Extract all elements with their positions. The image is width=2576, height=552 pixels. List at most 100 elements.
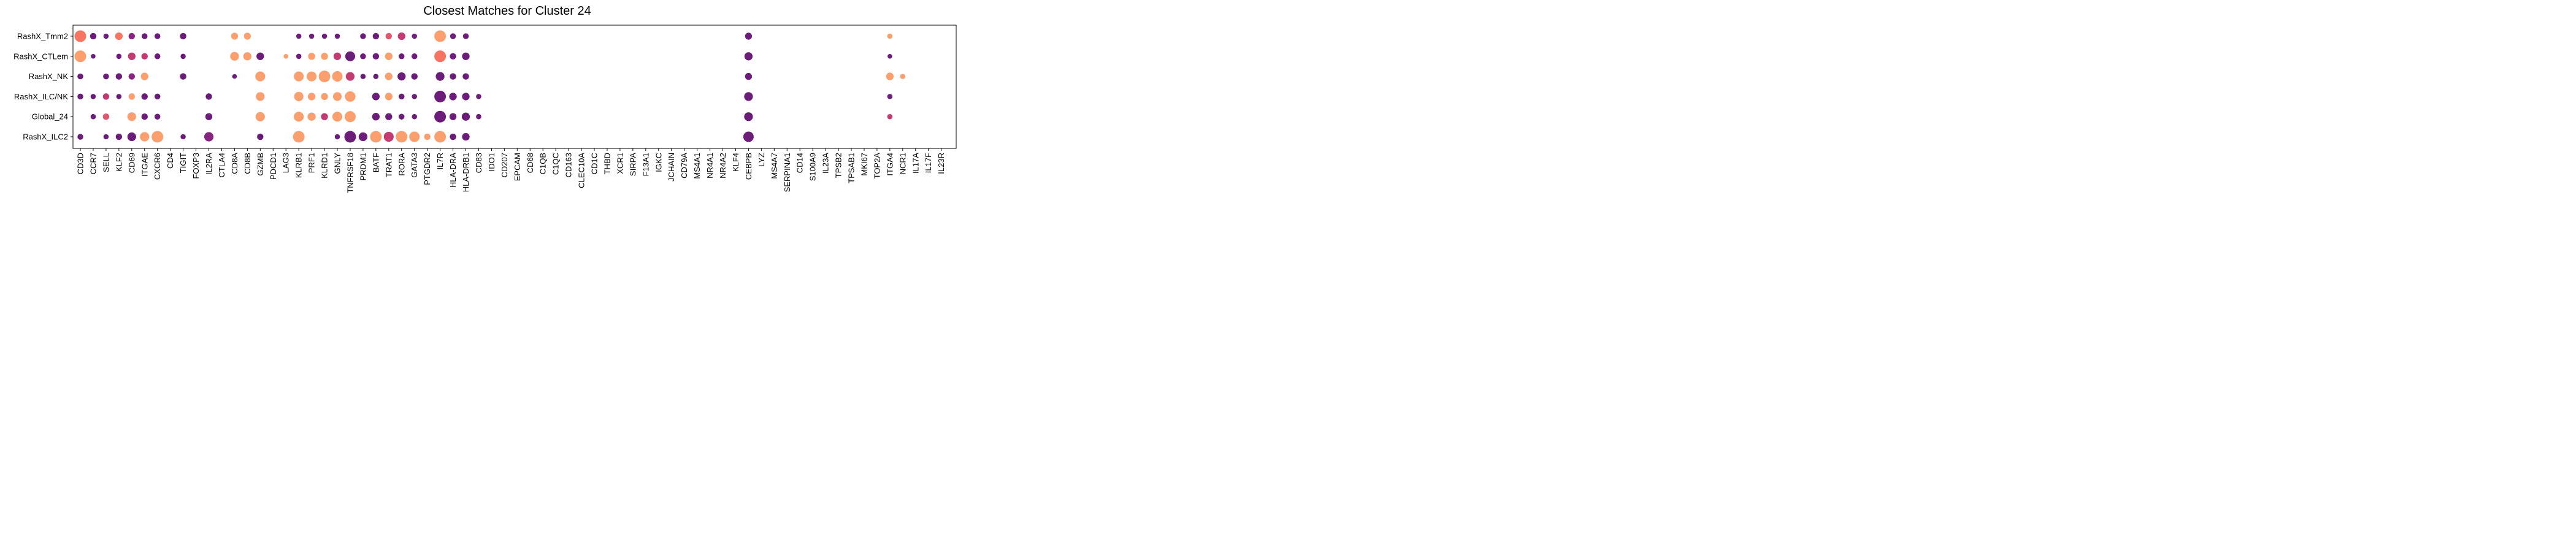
dot-global-24-batf [372,113,380,121]
chart-title: Closest Matches for Cluster 24 [423,4,591,18]
dot-rashx-nk-klrd1 [318,71,331,83]
dot-rashx-ilc-nk-batf [372,93,380,101]
column-label: CD69 [127,153,136,173]
column-label: CTLA4 [217,153,226,177]
dot-rashx-tmm2-cd8b [243,33,251,40]
column-label: C1QC [551,153,561,175]
dot-rashx-ctlem-cxcr6 [154,53,161,59]
dot-global-24-cd69 [127,112,136,121]
dot-rashx-ctlem-itgae [141,53,148,60]
dot-rashx-ilc-nk-gnly [332,92,342,101]
dot-rashx-ilc-nk-trat1 [385,93,393,101]
dot-rashx-nk-prdm1 [360,74,366,79]
dot-rashx-tmm2-cxcr6 [154,33,161,39]
dot-global-24-trat1 [385,113,393,120]
plot-frame [72,25,957,149]
dot-rashx-ilc-nk-prf1 [307,93,316,101]
column-label: TOP2A [872,153,881,179]
dot-rashx-nk-gnly [332,71,343,82]
column-label: MKI67 [859,153,868,176]
dot-plot: Closest Matches for Cluster 24 RashX_Tmm… [13,4,957,193]
dot-rashx-ilc-nk-cd83 [476,94,481,99]
dot-rashx-nk-batf [373,74,379,79]
dot-rashx-nk-itgae [140,72,148,80]
dot-rashx-nk-cd8a [232,74,237,79]
dot-rashx-tmm2-gata3 [412,33,417,39]
dot-rashx-ctlem-gata3 [411,53,418,59]
dot-rashx-ilc-nk-cd69 [128,93,136,100]
dot-rashx-nk-tnfrsf18 [345,72,355,81]
dot-rashx-tmm2-tigit [180,33,186,40]
dot-rashx-nk-prf1 [307,71,317,82]
dot-global-24-sell [102,113,110,120]
row-label: Global_24 [32,112,68,121]
column-label: CD14 [795,153,805,173]
dot-rashx-ilc-nk-klrd1 [321,93,328,101]
column-label: F13A1 [641,153,650,176]
column-label: PRDM1 [358,153,367,181]
dot-rashx-tmm2-klrb1 [296,33,302,39]
dot-rashx-ctlem-cebpb [744,52,753,61]
dot-rashx-ilc2-gzmb [257,133,264,140]
dot-rashx-ctlem-batf [372,53,380,60]
dot-rashx-ilc-nk-il7r [434,90,447,102]
dot-rashx-tmm2-il7r [434,30,447,42]
row-label: RashX_ILC2 [23,132,68,142]
dot-rashx-tmm2-batf [372,33,380,40]
column-labels: CD3D CCR7 SELL KLF2 CD69 ITGAE CXCR6 CD4 TIGIT FO… [76,148,946,193]
dot-rashx-nk-cd3d [77,73,83,80]
dot-rashx-ctlem-cd8a [230,52,239,61]
dot-rashx-ctlem-gnly [333,52,342,60]
column-label: EPCAM [513,153,522,181]
dot-global-24-klrd1 [321,113,328,120]
column-label: IL17F [924,153,933,173]
dot-rashx-tmm2-itgae [142,33,148,39]
column-label: CD8A [230,153,239,174]
dot-global-24-gata3 [412,113,417,120]
row-label: RashX_Tmm2 [17,32,68,41]
column-label: CD207 [500,153,509,177]
dot-rashx-nk-itga4 [886,72,894,80]
dot-rashx-ilc2-sell [103,134,109,140]
dot-rashx-nk-hla-dra [450,73,456,80]
column-label: CCR7 [88,153,98,174]
column-label: XCR1 [615,153,624,174]
column-label: TPSAB1 [847,153,856,183]
dot-rashx-nk-rora [397,72,406,81]
dot-rashx-ilc2-hla-dra [450,133,456,140]
dot-rashx-ctlem-il7r [434,50,447,63]
dot-rashx-ilc2-cd69 [127,132,136,142]
dot-global-24-tnfrsf18 [344,111,356,123]
dot-rashx-nk-cd69 [128,73,136,80]
dot-rashx-ctlem-prf1 [308,53,315,60]
dot-global-24-itga4 [887,113,893,120]
dot-rashx-nk-tigit [180,73,186,80]
dot-global-24-cebpb [744,112,753,121]
dot-global-24-gzmb [255,112,265,121]
dot-rashx-ilc-nk-gzmb [256,92,265,101]
dot-rashx-nk-gzmb [255,71,266,82]
dot-rashx-ilc2-cd3d [77,134,83,140]
column-label: CD79A [680,153,689,178]
dot-rashx-ctlem-rora [399,53,405,59]
column-label: FOXP3 [191,153,201,179]
dot-global-24-gnly [332,112,343,122]
dot-rashx-ilc2-il7r [434,131,447,143]
dot-rashx-ctlem-hla-dra [450,53,456,60]
column-label: IL23R [937,153,946,174]
dot-rashx-tmm2-hla-drb1 [462,33,469,39]
column-label: NR4A2 [718,153,727,178]
dot-rashx-nk-klrb1 [294,71,304,82]
dot-rashx-ctlem-klrd1 [321,53,328,60]
column-label: IL7R [435,153,445,169]
column-label: C1QB [539,153,548,174]
column-label: TPSB2 [834,153,843,178]
column-label: IL23A [821,153,830,174]
column-label: IDO1 [487,153,496,171]
column-label: CD68 [526,153,535,173]
column-label: CD8B [243,153,252,174]
dot-rashx-ilc2-klf2 [115,133,123,140]
dot-rashx-ctlem-lag3 [283,54,289,59]
dot-rashx-ilc2-prdm1 [358,132,368,142]
column-label: HLA-DRA [448,153,458,188]
